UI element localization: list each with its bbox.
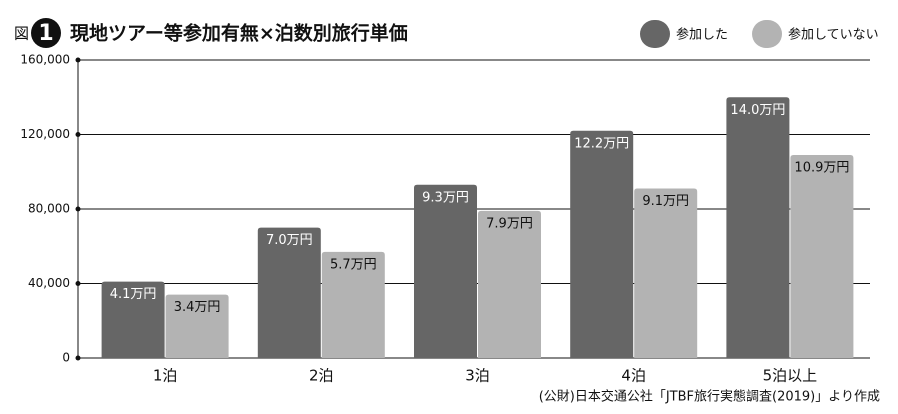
legend-label: 参加していない (788, 27, 879, 43)
bar (101, 281, 165, 358)
bar (790, 154, 854, 358)
bar (321, 251, 385, 358)
bar (165, 294, 229, 358)
bar (414, 184, 477, 358)
value-label: 12.2万円 (574, 136, 629, 151)
bar (478, 210, 541, 358)
y-tick-label: 0 (62, 351, 70, 365)
value-label: 3.4万円 (174, 300, 221, 315)
y-tick-label: 160,000 (20, 53, 70, 67)
y-tick-label: 40,000 (28, 276, 70, 290)
x-tick-label: 3泊 (465, 367, 490, 385)
x-tick-label: 4泊 (621, 367, 646, 385)
x-tick-label: 2泊 (309, 367, 334, 385)
bar (570, 130, 634, 358)
legend-swatch (752, 20, 783, 48)
figure-number: 1 (38, 21, 53, 46)
bar (634, 188, 698, 358)
bar (257, 227, 321, 358)
value-label: 7.0万円 (266, 233, 313, 248)
value-label: 9.1万円 (642, 194, 689, 209)
value-label: 14.0万円 (730, 103, 785, 118)
value-label: 10.9万円 (794, 160, 849, 175)
y-tick-label: 120,000 (20, 127, 70, 141)
chart-title: 現地ツアー等参加有無×泊数別旅行単価 (70, 22, 408, 45)
source-note: (公財)日本交通公社「JTBF旅行実態調査(2019)」より作成 (539, 389, 880, 405)
value-label: 9.3万円 (422, 190, 469, 205)
value-label: 5.7万円 (330, 257, 377, 272)
value-label: 7.9万円 (486, 216, 533, 231)
legend-label: 参加した (676, 27, 728, 43)
figure-label: 図 (14, 25, 29, 43)
legend-swatch (640, 20, 670, 48)
x-tick-label: 5泊以上 (763, 367, 818, 385)
value-label: 4.1万円 (110, 287, 157, 302)
y-tick-label: 80,000 (28, 202, 70, 216)
bar (726, 97, 790, 358)
x-tick-label: 1泊 (153, 367, 178, 385)
figure-number-badge (31, 18, 61, 48)
